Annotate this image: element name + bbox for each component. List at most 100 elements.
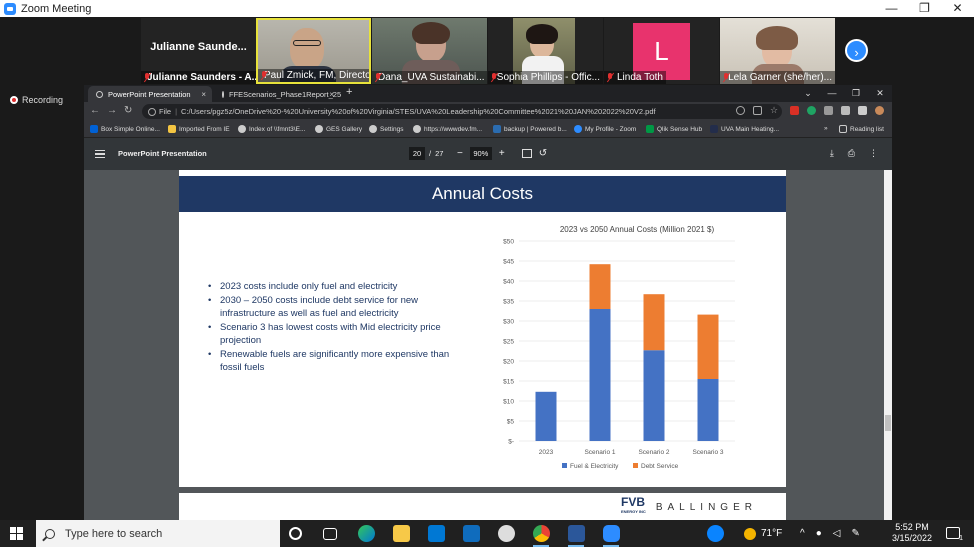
reading-list-button[interactable]: Reading list <box>839 125 884 133</box>
legend-swatch <box>633 463 638 468</box>
tab-close-icon[interactable]: × <box>201 89 206 99</box>
back-arrow-icon[interactable]: ← <box>90 105 100 116</box>
extension-green-icon[interactable] <box>807 106 816 115</box>
participant-tile[interactable]: L Linda Toth <box>604 18 719 84</box>
help-icon[interactable] <box>707 525 724 542</box>
bar-segment <box>589 309 611 441</box>
zoom-title-bar: Zoom Meeting — ❐ ✕ <box>0 0 974 17</box>
y-tick-label: $15 <box>503 379 514 386</box>
chevron-up-icon[interactable]: ^ <box>800 528 805 539</box>
bookmark-item[interactable]: Box Simple Online... <box>90 125 160 133</box>
menu-icon[interactable] <box>95 150 105 158</box>
extension-shield-icon[interactable] <box>841 106 850 115</box>
bookmark-item[interactable]: UVA Main Heating... <box>710 125 779 133</box>
y-tick-label: $5 <box>507 419 515 426</box>
mic-muted-icon <box>491 73 496 82</box>
word-icon[interactable] <box>568 525 585 542</box>
star-icon[interactable]: ☆ <box>770 105 779 115</box>
participant-tile[interactable]: Lela Garner (she/her)... <box>720 18 835 84</box>
slide-title: Annual Costs <box>179 176 786 212</box>
system-clock[interactable]: 5:52 PM 3/15/2022 <box>892 522 932 544</box>
rotate-icon[interactable]: ↺ <box>538 148 548 159</box>
bookmarks-overflow[interactable]: » <box>824 125 828 132</box>
y-tick-label: $50 <box>503 239 514 246</box>
zoom-magnifier-icon[interactable] <box>736 106 745 115</box>
bullet-item: 2030 – 2050 costs include debt service f… <box>205 294 455 321</box>
file-explorer-icon[interactable] <box>393 525 410 542</box>
minimize-button[interactable]: — <box>885 1 898 15</box>
bookmark-item[interactable]: https://wwwdev.fm... <box>413 125 482 133</box>
page-indicator: 20 / 27 <box>409 147 443 160</box>
gear-icon <box>369 125 377 133</box>
bookmark-item[interactable]: GES Gallery <box>315 125 362 133</box>
folder-icon <box>168 125 176 133</box>
reload-icon[interactable]: ↻ <box>124 105 133 116</box>
globe-icon <box>96 90 103 98</box>
download-icon[interactable]: ⤓ <box>829 148 834 158</box>
more-actions-icon[interactable]: ⋮ <box>869 148 878 158</box>
y-tick-label: $- <box>508 439 514 446</box>
browser-minimize-button[interactable]: — <box>827 88 837 98</box>
tab-powerpoint-presentation[interactable]: PowerPoint Presentation × <box>88 86 212 102</box>
next-participants-button[interactable]: › <box>845 39 868 62</box>
extension-red-icon[interactable] <box>790 106 799 115</box>
tab-ffe-scenarios[interactable]: FFEScenarios_Phase1Report_25 × <box>214 86 341 102</box>
pen-icon[interactable]: ✎ <box>851 528 860 539</box>
taskbar-search-box[interactable]: Type here to search <box>36 520 280 547</box>
profile-avatar[interactable] <box>875 106 884 115</box>
participant-tile[interactable]: Julianne Saunde... Julianne Saunders - A… <box>141 18 256 84</box>
bar-segment <box>697 379 719 441</box>
recording-indicator[interactable]: Recording <box>10 95 63 105</box>
chrome-icon[interactable] <box>533 525 550 542</box>
shared-browser-window: PowerPoint Presentation × FFEScenarios_P… <box>84 85 892 520</box>
bookmark-label: Index of \\fmnt3\E... <box>249 125 306 133</box>
windows-start-icon[interactable] <box>10 527 23 540</box>
zoom-level-input[interactable]: 90% <box>469 147 492 160</box>
cortana-icon[interactable] <box>289 527 302 540</box>
edge-icon[interactable] <box>358 525 375 542</box>
extension-gray-icon[interactable] <box>824 106 833 115</box>
scroll-thumb[interactable] <box>885 415 891 431</box>
bookmark-item[interactable]: Imported From IE <box>168 125 230 133</box>
zoom-taskbar-icon[interactable] <box>603 525 620 542</box>
pdf-viewport[interactable]: Annual Costs 2023 costs include only fue… <box>84 170 884 520</box>
bookmark-item[interactable]: Settings <box>369 125 404 133</box>
bookmark-item[interactable]: Qlik Sense Hub <box>646 125 702 133</box>
overflow-chevron-icon: » <box>824 125 828 132</box>
bookmark-item[interactable]: backup | Powered b... <box>493 125 567 133</box>
close-button[interactable]: ✕ <box>952 1 963 15</box>
tab-search-button[interactable]: ⌄ <box>804 88 812 98</box>
zoom-in-button[interactable]: + <box>498 148 505 159</box>
bookmark-item[interactable]: My Profile - Zoom <box>574 125 636 133</box>
speaker-icon[interactable]: ◁ <box>832 528 841 539</box>
mic-muted-icon <box>607 73 614 82</box>
extensions-puzzle-icon[interactable] <box>858 106 867 115</box>
page-number-input[interactable]: 20 <box>409 147 425 160</box>
participant-tile[interactable]: Dana_UVA Sustainabi... <box>372 18 487 84</box>
print-icon[interactable]: ⎙ <box>847 148 855 158</box>
new-tab-button[interactable]: + <box>346 86 353 98</box>
bookmark-item[interactable]: Index of \\fmnt3\E... <box>238 125 305 133</box>
participant-name: Paul Zmick, FM, Director ... <box>264 70 371 81</box>
tab-close-icon[interactable]: × <box>329 89 334 99</box>
notification-center-icon[interactable]: 1 <box>946 527 963 542</box>
participant-tile-active-speaker[interactable]: Paul Zmick, FM, Director ... <box>256 18 371 84</box>
address-bar[interactable]: File | C:/Users/pgz5z/OneDrive%20-%20Uni… <box>142 104 782 119</box>
app-icon[interactable] <box>498 525 515 542</box>
participant-tile[interactable]: Sophia Phillips - Offic... <box>488 18 603 84</box>
maximize-button[interactable]: ❐ <box>919 1 930 15</box>
globe-icon <box>413 125 421 133</box>
zoom-out-button[interactable]: − <box>457 148 463 159</box>
weather-widget[interactable]: 71°F <box>744 520 782 547</box>
forward-arrow-icon[interactable]: → <box>107 105 117 116</box>
microphone-icon[interactable]: ● <box>815 528 822 539</box>
share-icon[interactable] <box>753 106 762 115</box>
browser-close-button[interactable]: ✕ <box>876 88 884 98</box>
store-icon[interactable] <box>428 525 445 542</box>
fit-page-icon[interactable] <box>521 149 532 158</box>
task-view-icon[interactable] <box>323 528 337 540</box>
browser-maximize-button[interactable]: ❐ <box>851 88 861 98</box>
uva-icon <box>710 125 718 133</box>
pdf-scrollbar[interactable] <box>884 170 892 520</box>
mail-icon[interactable] <box>463 525 480 542</box>
